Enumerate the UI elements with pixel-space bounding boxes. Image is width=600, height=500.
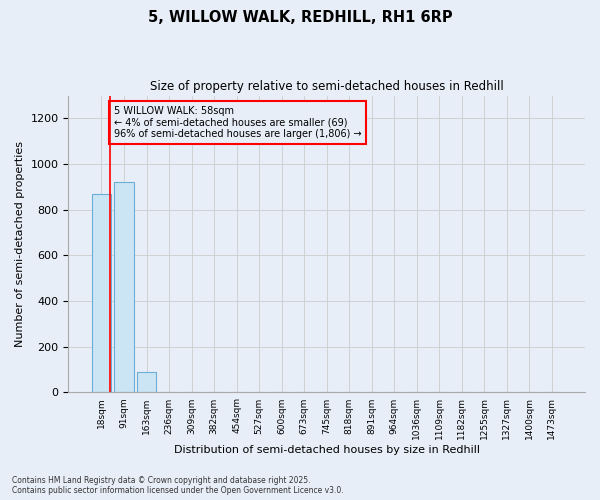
Text: Contains HM Land Registry data © Crown copyright and database right 2025.
Contai: Contains HM Land Registry data © Crown c… [12, 476, 344, 495]
Bar [137, 372, 156, 392]
Y-axis label: Number of semi-detached properties: Number of semi-detached properties [15, 141, 25, 347]
Title: Size of property relative to semi-detached houses in Redhill: Size of property relative to semi-detach… [150, 80, 503, 93]
Text: 5, WILLOW WALK, REDHILL, RH1 6RP: 5, WILLOW WALK, REDHILL, RH1 6RP [148, 10, 452, 25]
Text: 5 WILLOW WALK: 58sqm
← 4% of semi-detached houses are smaller (69)
96% of semi-d: 5 WILLOW WALK: 58sqm ← 4% of semi-detach… [114, 106, 361, 139]
Bar [115, 182, 134, 392]
Bar [92, 194, 111, 392]
X-axis label: Distribution of semi-detached houses by size in Redhill: Distribution of semi-detached houses by … [174, 445, 480, 455]
